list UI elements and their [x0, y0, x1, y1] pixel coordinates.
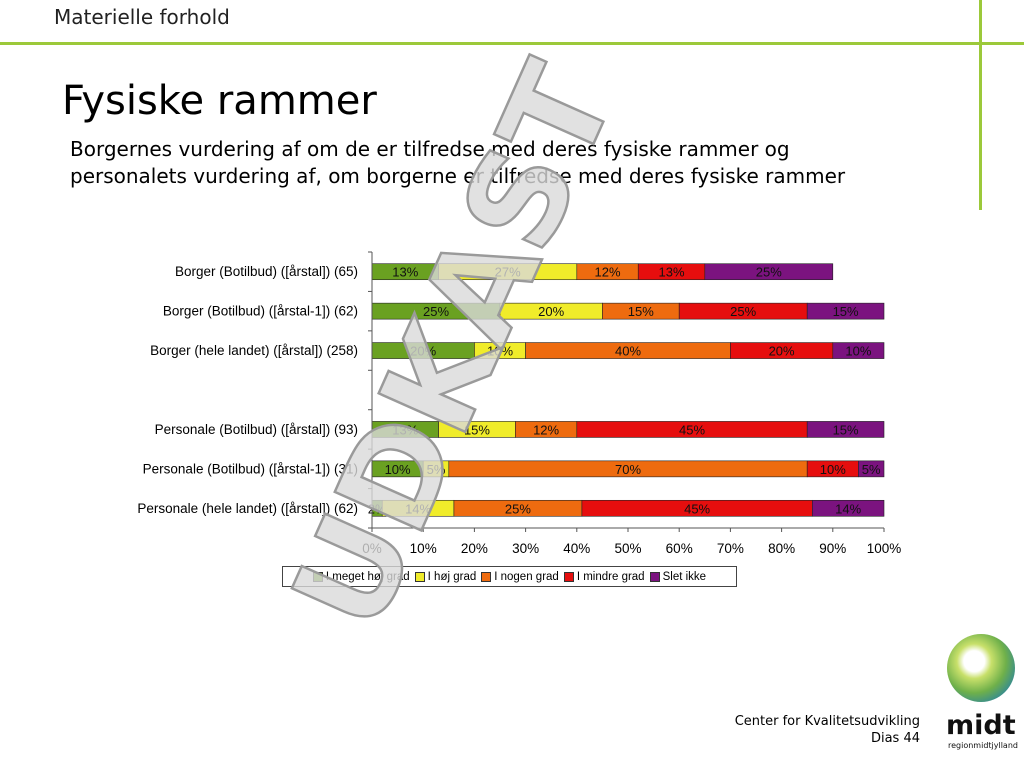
legend-item: Slet ikke	[649, 570, 707, 583]
data-label: 25%	[423, 304, 449, 319]
footer-page-number: Dias 44	[870, 731, 920, 746]
legend-swatch	[481, 571, 492, 582]
data-label: 70%	[615, 462, 641, 477]
data-label: 13%	[659, 265, 685, 280]
x-tick-label: 0%	[362, 541, 382, 556]
data-label: 15%	[464, 422, 490, 437]
legend-swatch	[312, 571, 323, 582]
x-tick-labels: 0% 10% 20% 30% 40% 50% 60% 70% 80% 90% 100%	[362, 541, 901, 556]
data-label: 20%	[410, 344, 436, 359]
data-label: 15%	[833, 422, 859, 437]
data-label: 25%	[505, 501, 531, 516]
data-label: 14%	[835, 501, 861, 516]
legend-swatch	[563, 571, 574, 582]
data-label: 15%	[833, 304, 859, 319]
data-label: 10%	[845, 344, 871, 359]
category-label: Personale (hele landet) ([årstal]) (62)	[137, 501, 358, 516]
footer-organization: Center for Kvalitetsudvikling	[734, 714, 920, 729]
legend-label: I nogen grad	[494, 570, 559, 583]
data-label: 20%	[769, 344, 795, 359]
data-label: 12%	[533, 422, 559, 437]
legend-swatch	[414, 571, 425, 582]
bar-segment	[704, 263, 834, 281]
data-label: 10%	[487, 344, 513, 359]
x-tick-label: 70%	[717, 541, 744, 556]
bar-segment	[858, 460, 885, 478]
category-label: Personale (Botilbud) ([årstal-1]) (31)	[143, 461, 358, 476]
slide-subtitle-line-1: Borgernes vurdering af om de er tilfreds…	[70, 137, 790, 161]
x-tick-label: 100%	[867, 541, 902, 556]
chart-legend: I meget høj grad I høj grad I nogen grad I …	[282, 566, 737, 587]
bar-segment	[806, 421, 885, 438]
x-tick-label: 40%	[563, 541, 590, 556]
data-label: 10%	[820, 462, 846, 477]
category-label: Borger (hele landet) ([årstal]) (258)	[150, 343, 358, 358]
data-label: 27%	[495, 265, 521, 280]
data-label: 45%	[679, 422, 705, 437]
legend-label: Slet ikke	[662, 570, 707, 583]
region-logo-subtitle: regionmidtjylland	[948, 741, 1018, 750]
x-tick-label: 30%	[512, 541, 539, 556]
legend-label: I høj grad	[427, 570, 477, 583]
data-label: 10%	[385, 462, 411, 477]
data-label: 40%	[615, 344, 641, 359]
x-tick-label: 10%	[410, 541, 437, 556]
slide-title: Fysiske rammer	[62, 78, 377, 124]
x-tick-label: 50%	[614, 541, 641, 556]
data-label: 15%	[628, 304, 654, 319]
axes	[368, 251, 885, 532]
header-divider	[0, 42, 1024, 45]
legend-item: I mindre grad	[563, 570, 645, 583]
legend-label: I meget høj grad	[325, 570, 410, 583]
region-logo: midt	[946, 710, 1016, 741]
section-title: Materielle forhold	[54, 5, 230, 29]
data-label: 12%	[595, 265, 621, 280]
data-label: 25%	[756, 265, 782, 280]
category-label: Borger (Botilbud) ([årstal]) (65)	[175, 264, 358, 279]
bars: 13% 27% 12% 13% 25% 25% 20% 15% 25% 15% 20% 10% 40% 2…	[368, 263, 885, 517]
legend-swatch	[649, 571, 660, 582]
data-label: 5%	[862, 462, 881, 477]
bar-segment	[806, 302, 885, 320]
x-tick-label: 60%	[666, 541, 693, 556]
data-label: 13%	[392, 265, 418, 280]
data-label: 5%	[427, 462, 446, 477]
category-label: Borger (Botilbud) ([årstal-1]) (62)	[163, 304, 358, 319]
slide-subtitle-line-2: personalets vurdering af, om borgerne er…	[70, 164, 846, 188]
x-tick-label: 20%	[461, 541, 488, 556]
x-tick-label: 80%	[768, 541, 795, 556]
category-label: Personale (Botilbud) ([årstal]) (93)	[155, 422, 358, 437]
data-label: 13%	[392, 422, 418, 437]
bar-segment	[832, 342, 885, 359]
globe-logo-icon	[947, 634, 1015, 702]
bar-segment	[812, 499, 885, 517]
data-label: 45%	[684, 501, 710, 516]
category-labels: Borger (Botilbud) ([årstal]) (65) Borger …	[137, 264, 358, 516]
legend-label: I mindre grad	[576, 570, 645, 583]
data-label: 14%	[405, 501, 431, 516]
legend-item: I meget høj grad	[312, 570, 410, 583]
x-tick-label: 90%	[819, 541, 846, 556]
data-label: 25%	[730, 304, 756, 319]
side-divider	[979, 0, 982, 210]
data-label: 20%	[538, 304, 564, 319]
legend-item: I nogen grad	[481, 571, 559, 583]
legend-item: I høj grad	[414, 570, 477, 583]
